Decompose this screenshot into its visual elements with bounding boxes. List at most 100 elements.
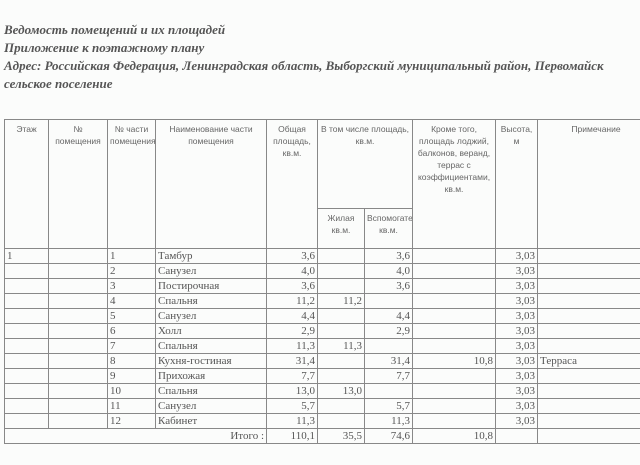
table-row: 7 Спальня 11,3 11,3 3,03 xyxy=(4,338,640,354)
col-living: Жилая кв.м. xyxy=(317,208,365,249)
table-row: 5 Санузел 4,4 4,4 3,03 xyxy=(4,308,640,324)
name-cell: Кабинет xyxy=(155,413,267,429)
part-no-cell: 3 xyxy=(107,278,156,294)
living-cell xyxy=(317,413,365,429)
col-including: В том числе площадь, кв.м. xyxy=(316,119,414,209)
note-cell xyxy=(537,383,640,399)
note-empty xyxy=(537,428,640,444)
col-note: Примечание xyxy=(537,119,640,249)
living-cell xyxy=(317,308,365,324)
floor-cell xyxy=(4,263,49,279)
note-cell xyxy=(537,293,640,309)
aux-cell: 31,4 xyxy=(363,353,414,369)
total-cell: 11,2 xyxy=(266,293,318,309)
name-cell: Санузел xyxy=(155,263,267,279)
total-row: Итого :110,1 35,5 74,6 10,8 xyxy=(4,428,640,444)
part-no-cell: 12 xyxy=(107,413,156,429)
living-cell xyxy=(317,248,365,264)
col-aux: Вспомогательная, кв.м. xyxy=(363,208,414,249)
height-cell: 3,03 xyxy=(495,353,539,369)
living-cell xyxy=(317,323,365,339)
total-cell: 3,6 xyxy=(266,248,318,264)
room-no-cell xyxy=(48,398,108,414)
total-sum: 110,1 xyxy=(266,428,318,444)
height-cell: 3,03 xyxy=(495,323,539,339)
room-no-cell xyxy=(48,278,108,294)
total-cell: 11,3 xyxy=(266,338,318,354)
part-no-cell: 8 xyxy=(107,353,156,369)
extra-cell xyxy=(412,338,497,354)
extra-cell xyxy=(412,323,497,339)
room-no-cell xyxy=(48,338,108,354)
room-no-cell xyxy=(48,248,108,264)
extra-cell xyxy=(412,293,497,309)
part-no-cell: 10 xyxy=(107,383,156,399)
room-no-cell xyxy=(48,413,108,429)
total-cell: 13,0 xyxy=(266,383,318,399)
floor-cell xyxy=(4,278,49,294)
height-cell: 3,03 xyxy=(495,248,539,264)
name-cell: Кухня-гостиная xyxy=(155,353,267,369)
height-cell: 3,03 xyxy=(495,263,539,279)
living-sum: 35,5 xyxy=(317,428,365,444)
aux-cell: 5,7 xyxy=(363,398,414,414)
aux-sum: 74,6 xyxy=(363,428,414,444)
extra-sum: 10,8 xyxy=(412,428,497,444)
table-row: 8 Кухня-гостиная 31,4 31,4 10,8 3,03 Терраса xyxy=(4,353,640,369)
name-cell: Спальня xyxy=(155,383,267,399)
aux-cell xyxy=(363,338,414,354)
living-cell xyxy=(317,263,365,279)
aux-cell: 2,9 xyxy=(363,323,414,339)
height-cell: 3,03 xyxy=(495,383,539,399)
aux-cell: 4,4 xyxy=(363,308,414,324)
total-cell: 11,3 xyxy=(266,413,318,429)
height-cell: 3,03 xyxy=(495,413,539,429)
room-no-cell xyxy=(48,383,108,399)
name-cell: Холл xyxy=(155,323,267,339)
room-no-cell xyxy=(48,263,108,279)
note-cell xyxy=(537,398,640,414)
aux-cell: 4,0 xyxy=(363,263,414,279)
extra-cell xyxy=(412,398,497,414)
living-cell: 11,3 xyxy=(317,338,365,354)
name-cell: Прихожая xyxy=(155,368,267,384)
floor-cell xyxy=(4,383,49,399)
floor-cell xyxy=(4,308,49,324)
extra-cell xyxy=(412,413,497,429)
part-no-cell: 1 xyxy=(107,248,156,264)
living-cell xyxy=(317,278,365,294)
height-empty xyxy=(495,428,539,444)
living-cell: 13,0 xyxy=(317,383,365,399)
part-no-cell: 9 xyxy=(107,368,156,384)
part-no-cell: 4 xyxy=(107,293,156,309)
col-extra: Кроме того, площадь лоджий, балконов, ве… xyxy=(412,119,497,249)
height-cell: 3,03 xyxy=(495,368,539,384)
note-cell xyxy=(537,323,640,339)
part-no-cell: 2 xyxy=(107,263,156,279)
note-cell xyxy=(537,248,640,264)
floor-cell xyxy=(4,323,49,339)
extra-cell xyxy=(412,248,497,264)
col-floor: Этаж xyxy=(4,119,49,249)
extra-cell xyxy=(412,368,497,384)
height-cell: 3,03 xyxy=(495,293,539,309)
extra-cell xyxy=(412,308,497,324)
height-cell: 3,03 xyxy=(495,398,539,414)
document-title: Ведомость помещений и их площадей xyxy=(4,22,226,37)
col-height: Высота, м xyxy=(495,119,539,249)
extra-cell xyxy=(412,383,497,399)
total-label: Итого : xyxy=(4,428,267,444)
note-cell xyxy=(537,263,640,279)
height-cell: 3,03 xyxy=(495,308,539,324)
room-no-cell xyxy=(48,308,108,324)
floor-cell xyxy=(4,368,49,384)
col-name: Наименование части помещения xyxy=(155,119,267,249)
height-cell: 3,03 xyxy=(495,278,539,294)
note-cell xyxy=(537,338,640,354)
table-row: 6 Холл 2,9 2,9 3,03 xyxy=(4,323,640,339)
part-no-cell: 6 xyxy=(107,323,156,339)
floor-cell xyxy=(4,353,49,369)
aux-cell: 3,6 xyxy=(363,278,414,294)
address-line: Адрес: Российская Федерация, Ленинградск… xyxy=(4,58,604,73)
floor-cell xyxy=(4,398,49,414)
